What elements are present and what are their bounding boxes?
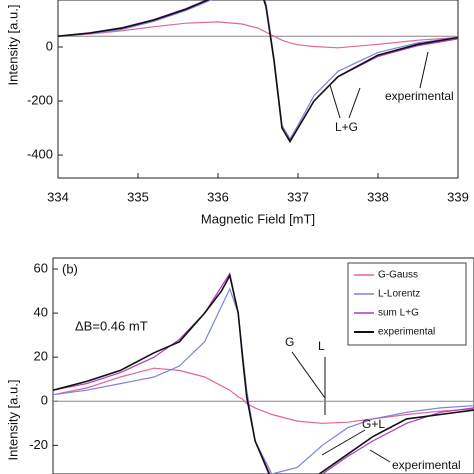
y-axis-label: Intensity [a.u.] <box>5 5 20 86</box>
axes-frame <box>52 257 474 474</box>
series-line <box>58 0 458 140</box>
x-tick-label: 334 <box>47 189 69 204</box>
axes-frame <box>57 0 459 179</box>
y-axis-label: Intensity [a.u.] <box>5 380 20 461</box>
series-line <box>58 21 458 49</box>
x-tick-label: 336 <box>207 189 229 204</box>
y-tick-label: 0 <box>46 38 53 53</box>
y-tick-label: 60 <box>34 260 48 275</box>
legend-label: L-Lorentz <box>378 289 420 300</box>
series-line <box>58 0 458 144</box>
annotation: experimental <box>385 89 454 103</box>
x-axis-label: Magnetic Field [mT] <box>201 211 315 226</box>
y-tick-label: -400 <box>27 146 53 161</box>
plot-area <box>53 271 474 474</box>
annotation: G <box>285 335 294 349</box>
x-tick-label: 338 <box>367 189 389 204</box>
y-tick-label: -20 <box>29 437 48 452</box>
legend-label: experimental <box>378 327 435 338</box>
y-tick-label: 0 <box>41 393 48 408</box>
plot-area <box>58 0 458 144</box>
panel-label: (b) <box>62 261 78 276</box>
y-tick-label: -200 <box>27 92 53 107</box>
annotation: ΔB=0.46 mT <box>75 318 148 333</box>
series-line <box>53 273 474 474</box>
legend-label: G-Gauss <box>378 270 418 281</box>
annotation: G+L <box>362 417 385 431</box>
legend-label: sum L+G <box>378 308 419 319</box>
x-tick-label: 337 <box>287 189 309 204</box>
y-tick-label: 20 <box>34 349 48 364</box>
annotation: L+G <box>335 120 358 134</box>
x-tick-label: 335 <box>127 189 149 204</box>
annotation: experimental <box>392 458 461 472</box>
annotation: L <box>318 339 325 353</box>
x-tick-label: 339 <box>447 189 469 204</box>
series-line <box>58 0 458 142</box>
arrows <box>291 51 429 463</box>
series-line <box>53 367 474 424</box>
y-tick-label: 40 <box>34 305 48 320</box>
